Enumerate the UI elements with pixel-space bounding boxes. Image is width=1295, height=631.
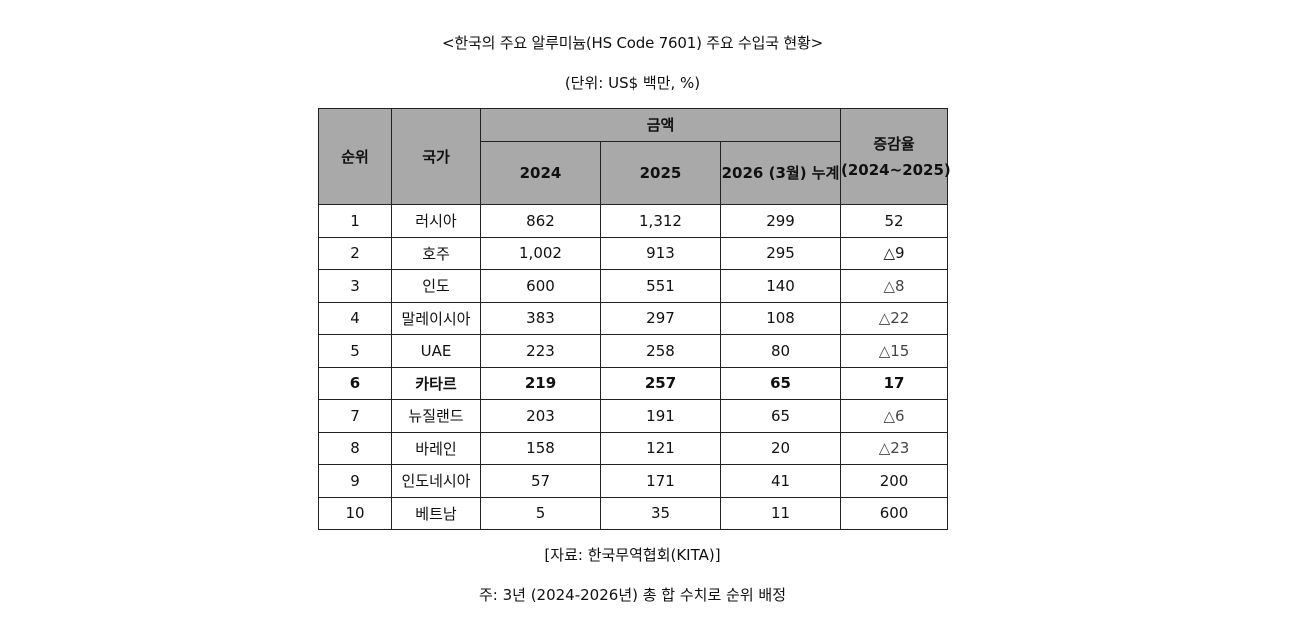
cell-2026: 80 [719,334,842,368]
cell-rank: 3 [318,269,392,303]
cell-rank: 8 [318,431,392,465]
header-country: 국가 [391,108,481,205]
cell-change: 52 [840,204,949,238]
header-2026: 2026 (3월) 누계 [719,141,842,205]
cell-rank: 9 [318,464,392,498]
cell-change: △8 [840,269,949,303]
cell-2024: 1,002 [480,236,601,270]
cell-2026: 299 [719,204,842,238]
cell-2025: 1,312 [600,204,721,238]
cell-2025: 297 [600,301,721,335]
header-rank: 순위 [318,108,392,205]
cell-2025: 257 [600,366,721,400]
cell-change: △15 [840,334,949,368]
cell-rank: 4 [318,301,392,335]
cell-change: 600 [840,496,949,530]
table-row: 1 러시아 862 1,312 299 52 [318,204,949,238]
unit-caption: (단위: US$ 백만, %) [564,74,701,92]
cell-country: 러시아 [391,204,481,238]
cell-rank: 10 [318,496,392,530]
cell-2024: 219 [480,366,601,400]
cell-2025: 171 [600,464,721,498]
footnote: 주: 3년 (2024-2026년) 총 합 수치로 순위 배정 [478,586,787,604]
cell-2026: 65 [719,366,842,400]
cell-2024: 158 [480,431,601,465]
cell-2025: 35 [600,496,721,530]
cell-change: △22 [840,301,949,335]
cell-2024: 862 [480,204,601,238]
cell-country: 인도 [391,269,481,303]
cell-change: △9 [840,236,949,270]
cell-2024: 57 [480,464,601,498]
cell-2024: 383 [480,301,601,335]
cell-2026: 65 [719,399,842,433]
cell-change: △23 [840,431,949,465]
table-row: 5 UAE 223 258 80 △15 [318,334,949,368]
header-change: 증감율(2024~2025) [840,108,951,205]
cell-2025: 121 [600,431,721,465]
cell-country: 뉴질랜드 [391,399,481,433]
table-row: 3 인도 600 551 140 △8 [318,269,949,303]
cell-country: 호주 [391,236,481,270]
cell-2025: 191 [600,399,721,433]
table-row: 4 말레이시아 383 297 108 △22 [318,301,949,335]
cell-2026: 11 [719,496,842,530]
cell-2025: 258 [600,334,721,368]
cell-country: 바레인 [391,431,481,465]
header-2025: 2025 [600,141,721,205]
table-row: 7 뉴질랜드 203 191 65 △6 [318,399,949,433]
cell-2024: 223 [480,334,601,368]
cell-country: 카타르 [391,366,481,400]
cell-2026: 140 [719,269,842,303]
cell-2025: 551 [600,269,721,303]
cell-rank: 2 [318,236,392,270]
cell-2024: 600 [480,269,601,303]
cell-change: △6 [840,399,949,433]
table-row: 8 바레인 158 121 20 △23 [318,431,949,465]
cell-2024: 5 [480,496,601,530]
cell-country: UAE [391,334,481,368]
source-caption: [자료: 한국무역협회(KITA)] [544,546,721,564]
table-row: 9 인도네시아 57 171 41 200 [318,464,949,498]
cell-change: 200 [840,464,949,498]
cell-rank: 5 [318,334,392,368]
cell-2026: 41 [719,464,842,498]
cell-country: 인도네시아 [391,464,481,498]
import-table: 순위 국가 금액 증감율(2024~2025) 2024 2025 2026 (… [318,108,951,530]
header-2024: 2024 [480,141,601,205]
table-row: 2 호주 1,002 913 295 △9 [318,236,949,270]
cell-rank: 7 [318,399,392,433]
cell-rank: 6 [318,366,392,400]
cell-country: 베트남 [391,496,481,530]
table-title: <한국의 주요 알루미늄(HS Code 7601) 주요 수입국 현황> [442,34,823,52]
table-row: 10 베트남 5 35 11 600 [318,496,949,530]
cell-2026: 108 [719,301,842,335]
cell-2026: 295 [719,236,842,270]
cell-rank: 1 [318,204,392,238]
cell-2025: 913 [600,236,721,270]
cell-country: 말레이시아 [391,301,481,335]
cell-2026: 20 [719,431,842,465]
cell-change: 17 [840,366,949,400]
table-row: 6 카타르 219 257 65 17 [318,366,949,400]
cell-2024: 203 [480,399,601,433]
header-amount: 금액 [479,108,842,142]
